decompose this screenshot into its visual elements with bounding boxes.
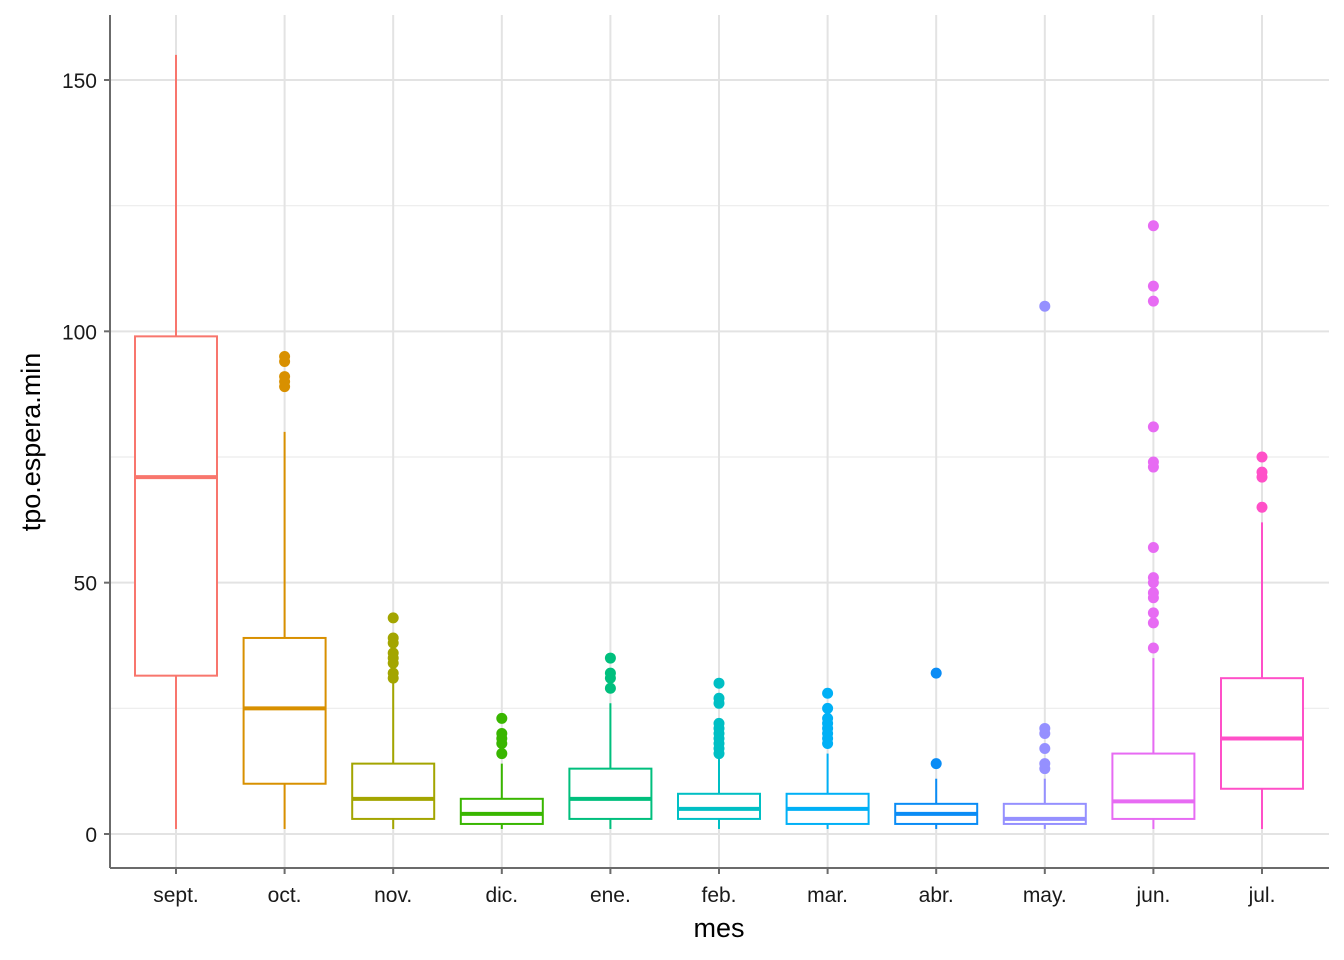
box-dic xyxy=(459,712,544,829)
box-iqr xyxy=(242,636,327,785)
outlier-point xyxy=(822,702,834,714)
outlier-point xyxy=(713,677,725,689)
x-tick-label: abr. xyxy=(919,884,954,907)
box-iqr xyxy=(1002,802,1087,825)
outlier-point xyxy=(604,667,616,679)
outlier-point xyxy=(279,350,291,362)
outlier-point xyxy=(1039,743,1051,755)
x-tick-label: oct. xyxy=(268,884,302,907)
outlier-point xyxy=(1147,642,1159,654)
x-axis-title: mes xyxy=(693,913,744,943)
outlier-point xyxy=(1147,421,1159,433)
outlier-point xyxy=(822,712,834,724)
outlier-point xyxy=(1147,280,1159,292)
box-may xyxy=(1002,300,1087,829)
box-abr xyxy=(894,667,979,829)
outlier-point xyxy=(1039,758,1051,770)
outlier-point xyxy=(496,727,508,739)
y-tick-labels: 0 50 100 150 xyxy=(62,70,110,847)
box-iqr xyxy=(351,762,436,820)
box-oct xyxy=(242,350,327,829)
y-tick-label: 150 xyxy=(62,70,97,93)
box-iqr xyxy=(1111,752,1196,820)
outlier-point xyxy=(1147,617,1159,629)
outlier-point xyxy=(1256,466,1268,478)
y-tick-label: 100 xyxy=(62,321,97,344)
outlier-point xyxy=(822,687,834,699)
x-tick-label: nov. xyxy=(374,884,412,907)
box-mar xyxy=(785,687,870,829)
box-feb xyxy=(677,677,761,829)
outlier-point xyxy=(1147,541,1159,553)
outlier-point xyxy=(387,647,399,659)
x-tick-labels: sept. oct. nov. dic. ene. feb. mar. abr. may. jun… xyxy=(153,868,1275,907)
outlier-point xyxy=(1147,456,1159,468)
x-tick-label: sept. xyxy=(153,884,199,907)
x-tick-label: dic. xyxy=(485,884,518,907)
x-tick-label: feb. xyxy=(701,884,736,907)
box-iqr xyxy=(134,335,218,677)
outlier-point xyxy=(387,632,399,644)
box-jul xyxy=(1220,451,1304,829)
outlier-point xyxy=(1039,722,1051,734)
outlier-point xyxy=(1147,295,1159,307)
box-sept xyxy=(134,54,218,829)
x-tick-label: jul. xyxy=(1248,884,1276,907)
outlier-point xyxy=(1147,220,1159,232)
x-tick-label: may. xyxy=(1023,884,1067,907)
outlier-point xyxy=(930,758,942,770)
outlier-point xyxy=(1147,587,1159,599)
box-iqr xyxy=(459,797,544,825)
y-tick-label: 50 xyxy=(74,573,97,596)
outlier-point xyxy=(713,717,725,729)
outlier-point xyxy=(1147,607,1159,619)
outlier-point xyxy=(496,712,508,724)
boxes-layer xyxy=(134,54,1304,829)
outlier-point xyxy=(1039,300,1051,312)
outlier-point xyxy=(279,371,291,383)
box-ene xyxy=(568,652,653,829)
outlier-point xyxy=(713,692,725,704)
outlier-point xyxy=(604,682,616,694)
outlier-point xyxy=(387,667,399,679)
box-jun xyxy=(1111,220,1196,829)
box-iqr xyxy=(677,792,761,820)
x-tick-label: ene. xyxy=(590,884,631,907)
y-axis-title: tpo.espera.min xyxy=(16,353,46,532)
box-iqr xyxy=(1220,677,1304,790)
box-nov xyxy=(351,612,436,829)
outlier-point xyxy=(930,667,942,679)
outlier-point xyxy=(496,748,508,760)
outlier-point xyxy=(1256,451,1268,463)
y-tick-label: 0 xyxy=(85,824,97,847)
x-tick-label: jun. xyxy=(1135,884,1170,907)
outlier-point xyxy=(1256,501,1268,513)
x-tick-label: mar. xyxy=(807,884,848,907)
box-iqr xyxy=(568,767,653,820)
outlier-point xyxy=(604,652,616,664)
outlier-point xyxy=(387,612,399,624)
outlier-point xyxy=(1147,572,1159,584)
